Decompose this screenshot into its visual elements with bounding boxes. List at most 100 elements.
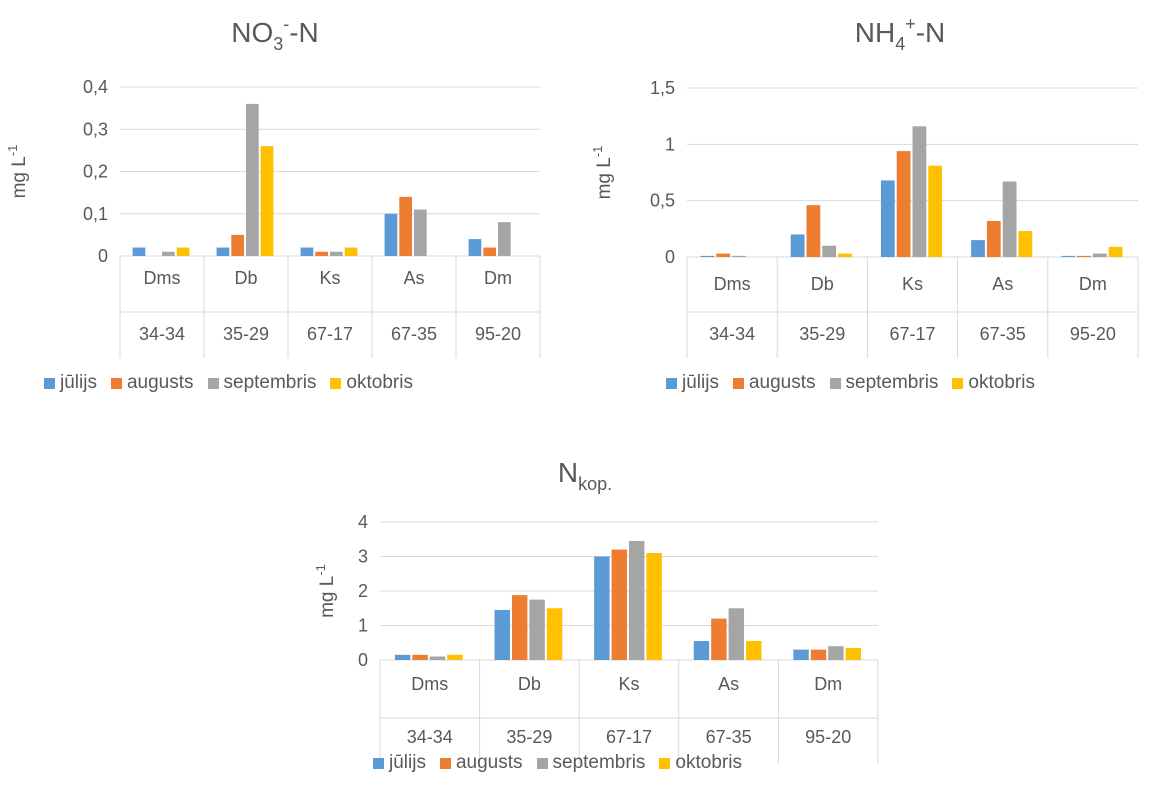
legend-label: jūlijs [389,752,426,773]
y-tick-label: 0 [358,650,368,670]
title-tail: -N [916,17,946,48]
bar-septembris [429,656,446,660]
legend-item-oktobris: oktobris [330,372,413,394]
y-tick-label: 4 [358,512,368,532]
bar-augusts [986,220,1001,257]
legend-label: augusts [748,372,816,393]
bar-septembris [330,251,343,256]
y-tick-label: 1 [665,134,675,154]
chart-nkop-legend: jūlijs augusts septembris oktobris [373,752,742,774]
legend-item-septembris: septembris [536,752,645,774]
y-tick-label: 1 [358,616,368,636]
bar-julijs [971,240,985,257]
bar-augusts [412,654,428,660]
legend-item-julijs: jūlijs [44,372,97,394]
bar-septembris [529,599,545,660]
title-subscript: kop. [578,474,612,494]
x-subcategory-label: 35-29 [506,727,552,747]
x-subcategory-label: 35-29 [223,324,269,344]
x-category-label: Dms [144,268,181,288]
chart-no3: NO3--N mg L-1 0 0,1 0,2 0,3 0,4 Dms Db Ks As Dm 34-3… [0,0,580,400]
bar-septembris [498,222,511,256]
bar-oktobris [260,146,274,256]
bar-oktobris [447,654,463,660]
x-category-label: Db [234,268,257,288]
x-subcategory-label: 67-17 [606,727,652,747]
legend-label: jūlijs [682,372,719,393]
bar-augusts [511,595,528,660]
bar-septembris [629,540,645,660]
bar-oktobris [838,253,852,257]
legend-item-augusts: augusts [110,372,194,394]
bar-julijs [394,654,411,660]
y-tick-label: 0,3 [83,119,108,139]
legend-label: septembris [845,372,939,393]
bar-augusts [1077,255,1091,257]
chart-nh4: NH4+-N mg L-1 0 0,5 1 1,5 Dms Db Ks As Dm 34-34 35-2… [580,0,1167,400]
bar-septembris [912,126,927,257]
y-tick-label: 0 [98,246,108,266]
bar-augusts [399,196,412,256]
bar-oktobris [344,247,358,256]
y-tick-label: 0 [665,247,675,267]
chart-title: NO3--N [231,14,319,54]
x-category-label: Dm [814,674,842,694]
bar-oktobris [1018,231,1033,257]
bar-julijs [494,609,510,660]
bar-julijs [132,247,146,256]
bar-septembris [162,251,175,256]
legend-swatch [659,757,671,769]
bar-julijs [880,180,895,257]
x-subcategory-label: 34-34 [407,727,453,747]
x-category-label: Dms [411,674,448,694]
legend-swatch [536,757,548,769]
bar-oktobris [546,608,563,660]
legend-item-julijs: jūlijs [666,372,719,394]
bar-septembris [822,245,837,257]
bar-augusts [611,549,627,660]
bar-oktobris [746,641,762,660]
legend-swatch [110,377,122,389]
legend-swatch [373,757,384,769]
bar-augusts [810,649,827,660]
legend-label: augusts [126,372,194,393]
legend-label: oktobris [968,372,1035,393]
x-subcategory-label: 34-34 [139,324,185,344]
bar-oktobris [176,247,190,256]
x-subcategory-label: 34-34 [709,324,755,344]
title-main: NO [231,17,273,48]
bar-julijs [468,239,482,256]
chart-nh4-plot: NH4+-N mg L-1 0 0,5 1 1,5 Dms Db Ks As Dm 34-34 35-2… [590,14,1139,358]
legend-swatch [952,377,964,389]
y-axis-label-main: mg L [9,156,30,198]
title-main: N [558,457,578,488]
bar-julijs [384,213,398,256]
bar-oktobris [928,165,943,257]
bar-septembris [728,608,745,660]
bar-augusts [483,247,496,256]
legend-label: jūlijs [60,372,97,393]
chart-no3-plot: NO3--N mg L-1 0 0,1 0,2 0,3 0,4 Dms Db Ks As Dm 34-3… [5,14,541,358]
x-category-label: Ks [902,274,923,294]
legend-label: oktobris [346,372,413,393]
legend-item-augusts: augusts [732,372,816,394]
bar-julijs [300,247,314,256]
bar-septembris [246,103,259,257]
bar-oktobris [845,647,862,660]
x-subcategory-label: 95-20 [805,727,851,747]
legend-swatch [732,377,744,389]
y-axis-label: mg L-1 [5,145,30,199]
bar-julijs [793,649,809,660]
legend-item-augusts: augusts [439,752,523,774]
x-subcategory-label: 67-17 [889,324,935,344]
legend-swatch [330,377,342,389]
bar-augusts [806,205,821,257]
y-axis-label: mg L-1 [313,564,338,618]
x-subcategory-label: 67-35 [391,324,437,344]
bar-julijs [700,255,715,257]
legend-item-oktobris: oktobris [659,752,742,774]
x-category-label: Dms [714,274,751,294]
bar-septembris [1002,181,1017,257]
x-subcategory-label: 67-35 [706,727,752,747]
x-category-label: Db [518,674,541,694]
